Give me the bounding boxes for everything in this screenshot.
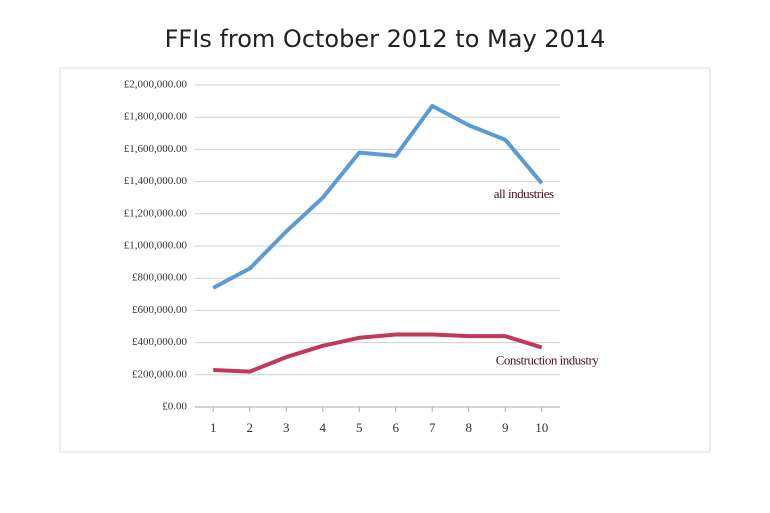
y-tick-label: £1,000,000.00 <box>124 240 188 252</box>
series-line <box>212 103 544 290</box>
chart-title: FFIs from October 2012 to May 2014 <box>165 25 606 53</box>
y-tick-label: £600,000.00 <box>132 304 188 316</box>
y-tick-label: £200,000.00 <box>132 368 188 380</box>
y-tick-label: £2,000,000.00 <box>124 79 188 91</box>
y-tick-label: £800,000.00 <box>132 272 188 284</box>
x-tick-label: 2 <box>247 420 254 435</box>
y-tick-label: £400,000.00 <box>132 336 188 348</box>
y-tick-label: £1,400,000.00 <box>124 175 188 187</box>
y-tick-label: £0.00 <box>162 401 187 413</box>
series-label: Construction industry <box>496 352 600 367</box>
x-tick-label: 1 <box>210 420 217 435</box>
chart-frame <box>59 67 711 453</box>
x-tick-label: 5 <box>356 420 363 435</box>
x-tick-label: 8 <box>466 420 473 435</box>
x-tick-label: 10 <box>535 420 548 435</box>
y-tick-label: £1,600,000.00 <box>124 143 188 155</box>
x-tick-label: 6 <box>393 420 400 435</box>
x-tick-label: 9 <box>502 420 509 435</box>
series-label: all industries <box>494 186 554 201</box>
y-tick-label: £1,800,000.00 <box>124 111 188 123</box>
y-tick-label: £1,200,000.00 <box>124 207 188 219</box>
x-tick-label: 7 <box>429 420 436 435</box>
x-tick-label: 4 <box>320 420 327 435</box>
series-line <box>213 332 543 374</box>
x-tick-label: 3 <box>283 420 290 435</box>
